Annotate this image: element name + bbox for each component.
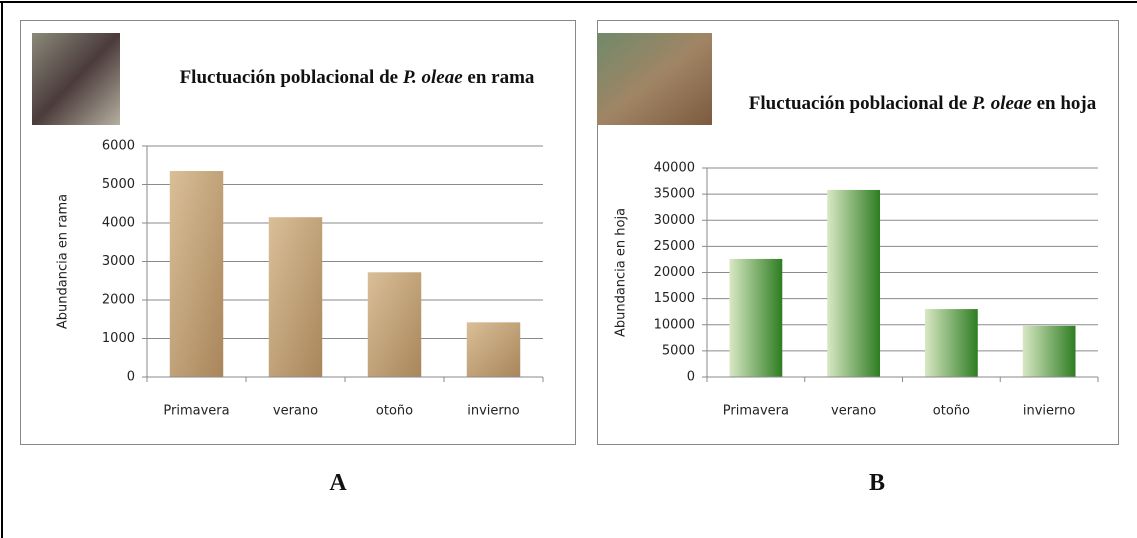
- y-tick-label: 20000: [654, 265, 695, 280]
- chart-title: Fluctuación poblacional de P. oleae en r…: [162, 66, 552, 90]
- x-tick-label: invierno: [1023, 404, 1076, 419]
- y-axis-label: Abundancia en hoja: [614, 208, 629, 337]
- y-tick-label: 25000: [654, 239, 695, 254]
- title-run: en hoja: [1031, 93, 1097, 114]
- y-tick-label: 40000: [654, 161, 695, 176]
- y-tick-label: 4000: [102, 216, 135, 231]
- y-axis-label: Abundancia en rama: [56, 194, 71, 329]
- photo: [32, 33, 120, 125]
- bar: [367, 272, 422, 377]
- bar: [924, 309, 978, 377]
- bar: [1022, 325, 1076, 377]
- panel-label: A: [329, 470, 347, 496]
- bar: [729, 258, 783, 377]
- y-tick-label: 15000: [654, 291, 695, 306]
- x-tick-label: otoño: [933, 404, 970, 419]
- title-run: P. oleae: [402, 67, 463, 88]
- x-tick-label: invierno: [467, 404, 520, 419]
- bar: [827, 189, 881, 377]
- title-run: P. oleae: [972, 93, 1032, 114]
- y-tick-label: 5000: [102, 177, 135, 192]
- title-run: Fluctuación poblacional de: [179, 67, 403, 88]
- panel-label: B: [868, 470, 886, 496]
- chart-title: Fluctuación poblacional de P. oleae en h…: [730, 92, 1115, 116]
- y-tick-label: 2000: [102, 293, 135, 308]
- y-tick-label: 30000: [654, 213, 695, 228]
- chart-box: [20, 20, 576, 445]
- y-tick-label: 5000: [662, 343, 695, 358]
- bar: [169, 171, 224, 377]
- x-tick-label: otoño: [376, 404, 413, 419]
- y-tick-label: 10000: [654, 317, 695, 332]
- photo: [597, 33, 712, 125]
- y-tick-label: 0: [687, 370, 695, 385]
- y-tick-label: 0: [127, 370, 135, 385]
- x-tick-label: verano: [273, 404, 318, 419]
- title-run: en rama: [462, 67, 535, 88]
- bar: [466, 322, 521, 377]
- y-tick-label: 35000: [654, 187, 695, 202]
- x-tick-label: verano: [831, 404, 876, 419]
- y-tick-label: 3000: [102, 254, 135, 269]
- x-tick-label: Primavera: [723, 404, 789, 419]
- bar: [268, 217, 323, 377]
- x-tick-label: Primavera: [163, 404, 229, 419]
- title-run: Fluctuación poblacional de: [748, 93, 973, 114]
- chart-box: [597, 20, 1119, 445]
- y-tick-label: 1000: [102, 331, 135, 346]
- y-tick-label: 6000: [102, 139, 135, 154]
